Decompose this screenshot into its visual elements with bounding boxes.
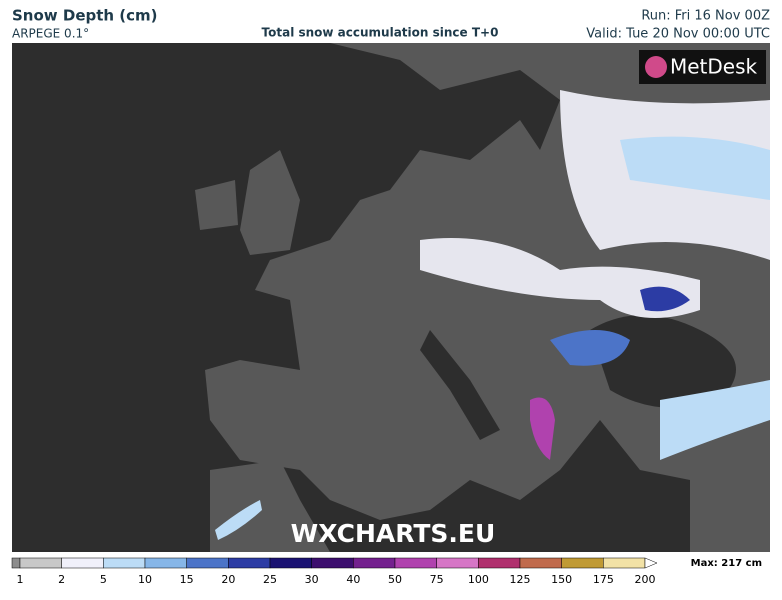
colorbar-segment [353,557,396,569]
colorbar-tick-label: 75 [430,573,444,586]
colorbar-tick-label: 150 [551,573,572,586]
subtitle: Total snow accumulation since T+0 [262,26,499,40]
colorbar-tick-label: 1 [17,573,24,586]
watermark: WXCHARTS.EU [291,519,496,548]
colorbar-segment [478,557,521,569]
snow-light-blue [620,136,770,200]
logo: MetDesk [670,55,758,79]
colorbar-segment [519,557,562,569]
colorbar-tick-label: 15 [180,573,194,586]
colorbar-arrow [644,557,658,569]
colorbar-tick-label: 100 [468,573,489,586]
model: ARPEGE 0.1° [12,27,89,41]
colorbar-tick-label: 10 [138,573,152,586]
snow-purple [530,397,555,460]
colorbar-segment [144,557,187,569]
snow-light-blue [215,500,262,540]
title: Snow Depth (cm) [12,7,158,25]
colorbar-segment [561,557,604,569]
colorbar-segment [186,557,229,569]
colorbar-tick-label: 125 [510,573,531,586]
ireland [195,180,238,230]
colorbar-tick-label: 20 [221,573,235,586]
colorbar-segment [311,557,354,569]
colorbar-tick-label: 30 [305,573,319,586]
britain [240,150,300,255]
colorbar-segment [603,557,646,569]
legend: Max: 217 cm 1 2 5 10 15 20 25 30 40 50 75 100 125 150… [11,557,762,586]
snow-cover [420,238,700,318]
colorbar-tick-label: 175 [593,573,614,586]
colorbar-tick-label: 200 [635,573,656,586]
colorbar-tick-label: 2 [58,573,65,586]
colorbar-segment [103,557,146,569]
run: Run: Fri 16 Nov 00Z [641,9,770,24]
snow-light-blue [660,380,770,460]
colorbar-segment [394,557,437,569]
colorbar-segment [269,557,312,569]
colorbar-tick-label: 40 [346,573,360,586]
snow-blue [640,286,690,312]
colorbar-segment [61,557,104,569]
colorbar-segment [436,557,479,569]
adriatic [420,330,500,440]
colorbar-segment [19,557,62,569]
max-label: Max: 217 cm [691,558,762,569]
colorbar-segment [11,557,21,569]
snow-blue [550,330,630,366]
colorbar-tick-label: 5 [100,573,107,586]
valid: Valid: Tue 20 Nov 00:00 UTC [586,27,770,42]
colorbar-segment [228,557,271,569]
colorbar-tick-label: 25 [263,573,277,586]
africa [210,460,330,552]
colorbar-tick-label: 50 [388,573,402,586]
logo-icon [645,56,667,78]
map: MetDesk WXCHARTS.EU [12,43,770,552]
